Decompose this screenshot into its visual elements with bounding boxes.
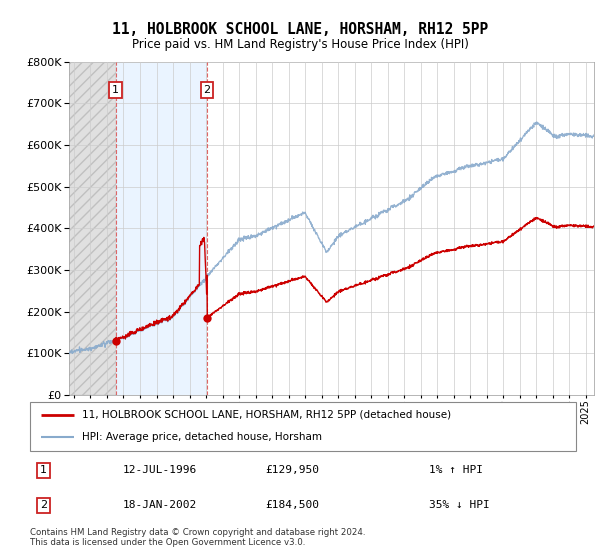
Text: 18-JAN-2002: 18-JAN-2002 (123, 501, 197, 510)
Text: 1% ↑ HPI: 1% ↑ HPI (428, 465, 482, 475)
Text: Contains HM Land Registry data © Crown copyright and database right 2024.
This d: Contains HM Land Registry data © Crown c… (30, 528, 365, 547)
Text: 12-JUL-1996: 12-JUL-1996 (123, 465, 197, 475)
Text: £129,950: £129,950 (265, 465, 319, 475)
Text: HPI: Average price, detached house, Horsham: HPI: Average price, detached house, Hors… (82, 432, 322, 442)
Text: Price paid vs. HM Land Registry's House Price Index (HPI): Price paid vs. HM Land Registry's House … (131, 38, 469, 51)
Text: 1: 1 (40, 465, 47, 475)
Bar (116, 62, 207, 395)
Text: 11, HOLBROOK SCHOOL LANE, HORSHAM, RH12 5PP (detached house): 11, HOLBROOK SCHOOL LANE, HORSHAM, RH12 … (82, 410, 451, 420)
Text: 11, HOLBROOK SCHOOL LANE, HORSHAM, RH12 5PP: 11, HOLBROOK SCHOOL LANE, HORSHAM, RH12 … (112, 22, 488, 38)
Text: £184,500: £184,500 (265, 501, 319, 510)
Text: 35% ↓ HPI: 35% ↓ HPI (428, 501, 490, 510)
Text: 2: 2 (40, 501, 47, 510)
Text: 2: 2 (203, 85, 211, 95)
FancyBboxPatch shape (30, 402, 576, 451)
Text: 1: 1 (112, 85, 119, 95)
